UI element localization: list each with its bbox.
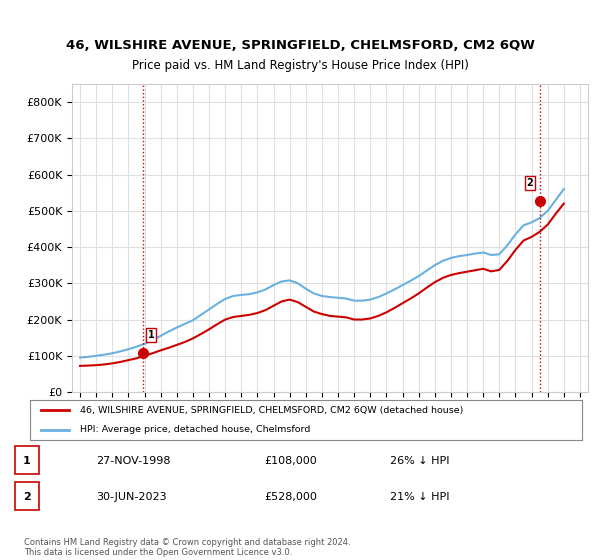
Text: £108,000: £108,000 (264, 456, 317, 465)
Text: 1: 1 (148, 330, 155, 340)
FancyBboxPatch shape (15, 482, 39, 510)
Text: 21% ↓ HPI: 21% ↓ HPI (390, 492, 449, 502)
Text: 2: 2 (23, 492, 31, 502)
Text: 30-JUN-2023: 30-JUN-2023 (96, 492, 167, 502)
Text: £528,000: £528,000 (264, 492, 317, 502)
Text: HPI: Average price, detached house, Chelmsford: HPI: Average price, detached house, Chel… (80, 425, 310, 435)
Text: 27-NOV-1998: 27-NOV-1998 (96, 456, 170, 465)
Text: 46, WILSHIRE AVENUE, SPRINGFIELD, CHELMSFORD, CM2 6QW (detached house): 46, WILSHIRE AVENUE, SPRINGFIELD, CHELMS… (80, 405, 463, 415)
FancyBboxPatch shape (15, 446, 39, 474)
Text: 26% ↓ HPI: 26% ↓ HPI (390, 456, 449, 465)
Text: 2: 2 (527, 178, 533, 188)
Text: 46, WILSHIRE AVENUE, SPRINGFIELD, CHELMSFORD, CM2 6QW: 46, WILSHIRE AVENUE, SPRINGFIELD, CHELMS… (65, 39, 535, 52)
Text: Contains HM Land Registry data © Crown copyright and database right 2024.
This d: Contains HM Land Registry data © Crown c… (24, 538, 350, 557)
Text: 1: 1 (23, 456, 31, 465)
Text: Price paid vs. HM Land Registry's House Price Index (HPI): Price paid vs. HM Land Registry's House … (131, 59, 469, 72)
